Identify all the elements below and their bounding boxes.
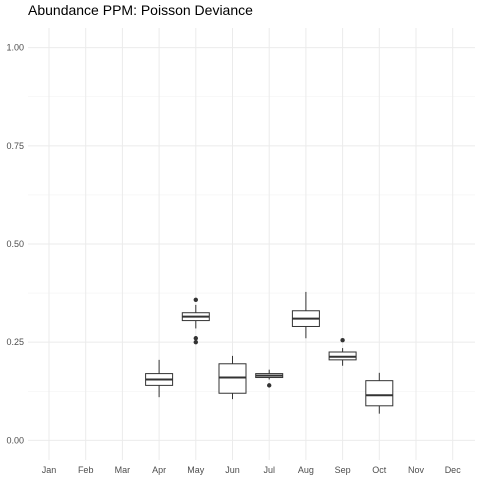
boxplot-oct — [365, 372, 394, 414]
x-tick-label: Aug — [298, 465, 314, 475]
x-tick-label: Mar — [115, 465, 131, 475]
x-tick-label: Sep — [335, 465, 351, 475]
outlier-point — [267, 383, 272, 388]
y-tick-label: 0.00 — [6, 435, 24, 445]
x-tick-label: Apr — [152, 465, 166, 475]
boxplots — [145, 291, 394, 414]
boxplot-aug — [291, 291, 320, 339]
boxplot-jun — [218, 355, 247, 400]
x-tick-label: May — [187, 465, 205, 475]
x-tick-label: Jun — [225, 465, 240, 475]
outlier-point — [193, 336, 198, 341]
y-axis-labels: 0.00 0.25 0.50 0.75 1.00 — [6, 43, 24, 446]
x-tick-label: Jan — [42, 465, 57, 475]
boxplot-sep — [328, 338, 357, 366]
outlier-point — [340, 338, 345, 343]
x-tick-label: Nov — [408, 465, 425, 475]
x-tick-label: Feb — [78, 465, 94, 475]
x-tick-label: Dec — [445, 465, 462, 475]
y-tick-label: 1.00 — [6, 43, 24, 53]
x-axis-labels: Jan Feb Mar Apr May Jun Jul Aug Sep Oct Nov Dec — [42, 465, 461, 475]
y-tick-label: 0.50 — [6, 239, 24, 249]
box — [365, 380, 394, 407]
outlier-point — [193, 297, 198, 302]
x-tick-label: Jul — [263, 465, 275, 475]
y-tick-label: 0.25 — [6, 337, 24, 347]
boxplot-jul — [255, 369, 284, 388]
grid — [28, 28, 475, 460]
outlier-point — [193, 339, 198, 345]
x-tick-label: Oct — [372, 465, 387, 475]
y-tick-label: 0.75 — [6, 141, 24, 151]
boxplot-may — [181, 297, 210, 345]
boxplot-apr — [145, 359, 174, 398]
chart-title: Abundance PPM: Poisson Deviance — [28, 2, 253, 18]
